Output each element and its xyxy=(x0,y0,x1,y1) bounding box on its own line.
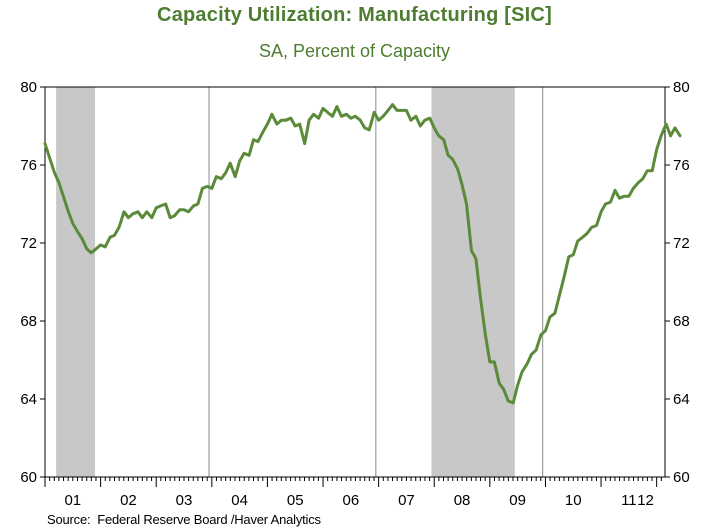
y-tick-label-left-80: 80 xyxy=(20,79,37,96)
recession-band-2 xyxy=(431,87,515,477)
x-tick-label-08: 08 xyxy=(454,492,471,509)
x-tick-label-12: 12 xyxy=(637,492,654,509)
plot-border xyxy=(44,86,666,478)
y-tick-label-left-72: 72 xyxy=(20,235,37,252)
x-tick-label-01: 01 xyxy=(64,492,81,509)
recession-band-1 xyxy=(56,87,96,477)
x-tick-label-05: 05 xyxy=(287,492,304,509)
x-tick-label-06: 06 xyxy=(342,492,359,509)
x-tick-label-07: 07 xyxy=(398,492,415,509)
series-line-1 xyxy=(43,103,682,405)
y-tick-label-right-72: 72 xyxy=(673,235,690,252)
chart-subtitle: SA, Percent of Capacity xyxy=(258,41,451,61)
source-note: Source: Federal Reserve Board /Haver Ana… xyxy=(47,512,321,527)
y-tick-label-left-76: 76 xyxy=(20,157,37,174)
y-tick-label-left-64: 64 xyxy=(20,391,37,408)
y-tick-label-right-64: 64 xyxy=(673,391,690,408)
y-tick-label-right-80: 80 xyxy=(673,79,690,96)
x-tick-label-09: 09 xyxy=(509,492,526,509)
y-tick-label-right-76: 76 xyxy=(673,157,690,174)
y-tick-label-right-68: 68 xyxy=(673,313,690,330)
y-tick-label-left-68: 68 xyxy=(20,313,37,330)
x-tick-label-11: 11 xyxy=(621,492,637,509)
x-tick-label-03: 03 xyxy=(176,492,193,509)
chart-title: Capacity Utilization: Manufacturing [SIC… xyxy=(157,4,552,26)
x-tick-label-10: 10 xyxy=(565,492,582,509)
x-tick-label-04: 04 xyxy=(231,492,248,509)
y-tick-label-left-60: 60 xyxy=(20,469,37,486)
y-tick-label-right-60: 60 xyxy=(673,469,690,486)
x-tick-label-02: 02 xyxy=(120,492,137,509)
